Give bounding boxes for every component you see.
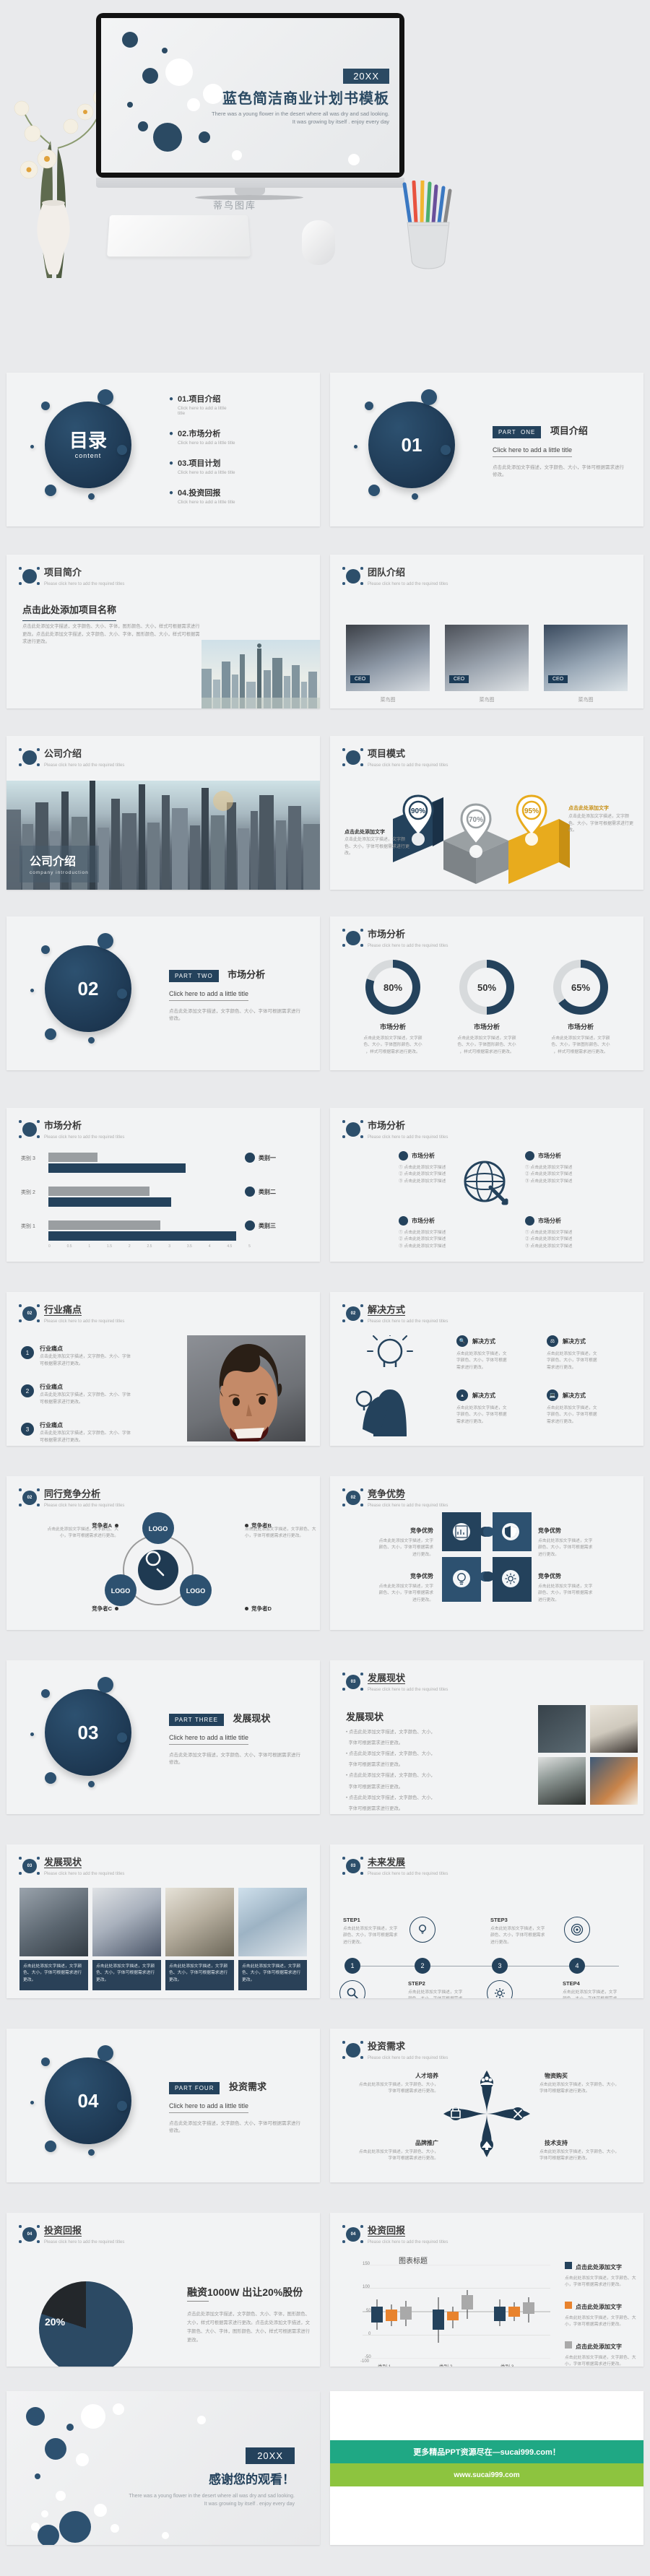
svg-text:70%: 70% <box>469 816 483 824</box>
svg-text:LOGO: LOGO <box>186 1587 206 1595</box>
svg-text:LOGO: LOGO <box>111 1587 131 1595</box>
svg-text:LOGO: LOGO <box>149 1525 168 1532</box>
svg-text:95%: 95% <box>524 807 539 815</box>
svg-text:90%: 90% <box>411 807 425 815</box>
